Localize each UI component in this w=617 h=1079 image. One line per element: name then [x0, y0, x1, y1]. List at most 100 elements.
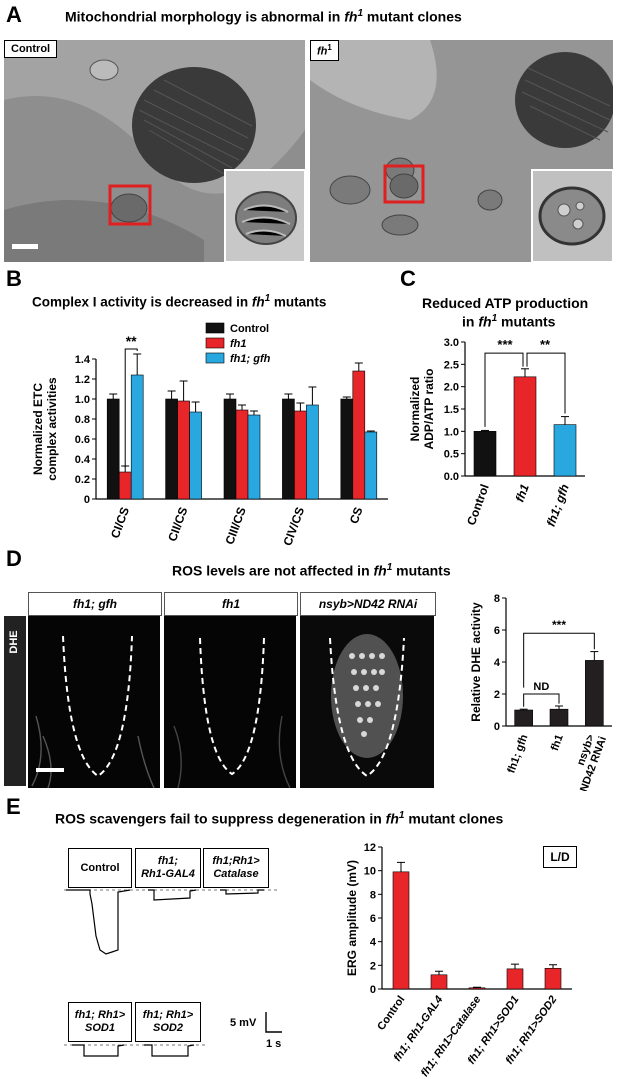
panel-a-title-post: mutant clones: [363, 8, 462, 25]
chart-e-bar: [392, 871, 410, 990]
dhe-header-2: fh1: [164, 592, 298, 616]
chart-d-x-label: fh1; gfh: [505, 733, 530, 775]
panel-e-title: ROS scavengers fail to suppress degenera…: [55, 810, 503, 827]
dhe-image-2: [164, 616, 296, 788]
panel-d-title-pre: ROS levels are not affected in: [172, 562, 374, 579]
chart-e-y-tick-label: 10: [364, 866, 376, 878]
erg-label-gal4: fh1; Rh1-GAL4: [135, 848, 201, 888]
chart-d-bar: [549, 708, 569, 727]
chart-e-bar: [430, 974, 448, 990]
chart-e-y-tick-label: 8: [370, 889, 376, 901]
chart-b-sig-bracket: [124, 348, 138, 467]
erg-label-sod2-l2: SOD2: [153, 1022, 183, 1034]
chart-c-sig-bracket: [484, 352, 524, 427]
panel-a-title-sup: 1: [357, 8, 364, 19]
chart-b-bar: [282, 398, 295, 500]
panel-c-title-line2-gene: fh: [478, 313, 492, 330]
chart-b-x-label: CS: [347, 505, 366, 525]
dhe-images: fh1; gfh fh1 nsyb>ND42 RNAi: [28, 592, 436, 788]
chart-c-bar: [473, 431, 497, 477]
dhe-image-3: [300, 616, 434, 788]
chart-b-y-tick-label: 0.2: [75, 474, 90, 486]
panel-a-title-pre: Mitochondrial morphology is abnormal in: [65, 8, 345, 25]
panel-c-title-line2-sup: 1: [491, 313, 498, 324]
panel-e-label: E: [6, 794, 21, 819]
panel-d-label: D: [6, 546, 22, 571]
chart-d-y-label: Relative DHE activity: [469, 602, 483, 722]
panel-c-title-line1: Reduced ATP production: [422, 295, 589, 311]
chart-b-bar: [118, 471, 132, 500]
chart-c-y-tick-label: 2.5: [444, 359, 459, 371]
chart-b-bar: [177, 400, 190, 500]
erg-traces: [64, 889, 282, 1057]
chart-b-bar: [106, 398, 120, 500]
chart-b-bar: [364, 431, 378, 500]
em-control-tag: Control: [4, 40, 58, 58]
chart-c-sig-label: **: [540, 337, 551, 352]
chart-c-y-tick-label: 2.0: [444, 382, 459, 394]
panel-b-title-gene: fh: [251, 294, 265, 310]
chart-d-bar: [585, 660, 604, 727]
chart-d-y-tick-label: 6: [494, 625, 500, 637]
panel-d-title-sup: 1: [386, 562, 393, 573]
erg-label-sod1-l2: SOD1: [85, 1022, 115, 1034]
chart-b-bar: [352, 370, 366, 500]
erg-trace-gal4: [148, 889, 197, 901]
chart-b-x-label: CI/CS: [108, 505, 132, 540]
chart-b-bar: [189, 411, 202, 500]
erg-trace-catalase: [220, 889, 264, 895]
chart-b-y-label: Normalized ETC: [31, 383, 45, 475]
erg-trace-sod1: [72, 1044, 125, 1057]
erg-label-catalase-l1: fh1;Rh1>: [212, 855, 260, 867]
chart-d-sig-label: ***: [552, 618, 566, 632]
chart-d-sig-bracket: [523, 693, 560, 707]
chart-b-x-label: CIV/CS: [280, 505, 307, 547]
chart-b-bar: [235, 409, 249, 500]
chart-b-bar: [340, 398, 354, 500]
chart-b-legend-label: fh1; gfh: [230, 353, 271, 365]
panel-d-title: ROS levels are not affected in fh1 mutan…: [172, 562, 451, 579]
em-fh1-tag-gene: fh: [317, 45, 328, 58]
panel-d-title-post: mutants: [392, 562, 451, 579]
panel-a-title: Mitochondrial morphology is abnormal in …: [65, 8, 462, 25]
chart-b-legend-label: fh1: [230, 338, 247, 350]
erg-label-gal4-l2: Rh1-GAL4: [141, 868, 195, 880]
chart-b-bar: [130, 374, 144, 500]
chart-b: 0 0.2 0.4 0.6 0.8 1.0 1.2 1.4 Normalized ETC comp…: [31, 322, 388, 548]
chart-c-y-tick-label: 0.5: [444, 449, 459, 461]
erg-trace-sod2: [144, 1044, 195, 1057]
panel-b-title-post: mutants: [270, 294, 327, 310]
panel-b-title: Complex I activity is decreased in fh1 m…: [32, 293, 326, 310]
panel-e-title-post: mutant clones: [404, 810, 504, 827]
em-image-fh1: fh1: [310, 40, 613, 262]
chart-d-sig-bracket: [523, 632, 595, 688]
chart-c-sig-bracket: [526, 352, 566, 414]
chart-e-y-label: ERG amplitude (mV): [345, 860, 359, 976]
panel-b-title-pre: Complex I activity is decreased in: [32, 294, 252, 310]
chart-b-x-label: CII/CS: [165, 505, 190, 543]
chart-d-y-tick-label: 8: [494, 593, 500, 605]
dhe-image-1: [28, 616, 160, 788]
dhe-side-bar: DHE: [4, 616, 26, 786]
chart-e-bar: [544, 967, 562, 990]
chart-c: 0.0 0.5 1.0 1.5 2.0 2.5 3.0 Normalized ADP/ATP r…: [408, 337, 585, 528]
chart-c-sig-label: ***: [497, 337, 513, 352]
chart-e-x-label: Control: [375, 994, 407, 1033]
panel-e-title-pre: ROS scavengers fail to suppress degenera…: [55, 810, 386, 827]
erg-trace-control: [66, 889, 131, 955]
erg-scale-s: 1 s: [266, 1038, 282, 1050]
chart-b-x-label: CIII/CS: [222, 505, 248, 546]
chart-b-sig-label: **: [126, 333, 137, 349]
erg-label-sod1: fh1; Rh1> SOD1: [68, 1002, 132, 1042]
erg-scale-bar: [265, 1012, 282, 1033]
erg-label-catalase: fh1;Rh1> Catalase: [203, 848, 269, 888]
chart-b-y-label: complex activities: [45, 377, 59, 481]
chart-b-legend-swatch: [205, 322, 225, 334]
chart-c-x-label: fh1: [513, 482, 532, 504]
erg-label-catalase-l2: Catalase: [213, 868, 259, 880]
chart-b-bar: [223, 398, 237, 500]
erg-label-gal4-l1: fh1;: [157, 855, 179, 867]
chart-d-x-label: fh1: [549, 733, 566, 753]
erg-label-sod2-l1: fh1; Rh1>: [142, 1009, 194, 1021]
